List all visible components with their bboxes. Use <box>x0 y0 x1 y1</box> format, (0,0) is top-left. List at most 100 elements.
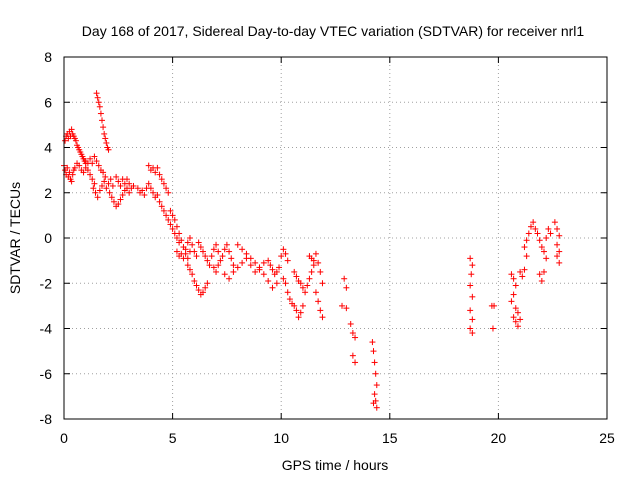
data-point <box>141 192 148 199</box>
data-point <box>260 271 267 278</box>
data-point <box>226 248 233 255</box>
data-point <box>208 253 215 260</box>
data-point <box>180 255 187 262</box>
data-point <box>469 293 476 300</box>
data-point <box>512 305 519 312</box>
data-point <box>315 298 322 305</box>
data-point <box>256 264 263 271</box>
data-point <box>284 257 291 264</box>
data-point <box>514 323 521 330</box>
data-point <box>119 192 126 199</box>
data-point <box>523 237 530 244</box>
data-point <box>554 253 561 260</box>
y-tick-label: -2 <box>40 275 53 291</box>
data-point <box>184 262 191 269</box>
data-point <box>178 237 185 244</box>
data-point <box>160 207 167 214</box>
data-point <box>93 158 100 165</box>
data-point <box>213 268 220 275</box>
data-point <box>308 268 315 275</box>
data-point <box>103 185 110 192</box>
data-point <box>373 404 380 411</box>
data-point <box>489 325 496 332</box>
data-point <box>512 318 519 325</box>
data-point <box>282 250 289 257</box>
data-point <box>252 259 259 266</box>
data-point <box>206 262 213 269</box>
data-point <box>130 182 137 189</box>
data-point <box>538 244 545 251</box>
data-point <box>167 221 174 228</box>
data-point <box>514 309 521 316</box>
data-point <box>519 273 526 280</box>
data-point <box>115 178 122 185</box>
data-point <box>108 194 115 201</box>
data-point <box>62 137 69 144</box>
data-point <box>527 223 534 230</box>
data-point <box>556 248 563 255</box>
data-point <box>147 185 154 192</box>
data-point <box>293 273 300 280</box>
x-tick-label: 20 <box>491 430 507 446</box>
data-point <box>556 259 563 266</box>
data-point <box>99 182 106 189</box>
data-point <box>158 203 165 210</box>
data-point <box>297 309 304 316</box>
data-point <box>154 192 161 199</box>
data-point <box>221 246 228 253</box>
chart-title: Day 168 of 2017, Sidereal Day-to-day VTE… <box>82 23 585 39</box>
data-point <box>202 253 209 260</box>
data-point <box>150 189 157 196</box>
data-point <box>189 271 196 278</box>
data-point <box>243 250 250 257</box>
data-point <box>269 284 276 291</box>
data-point <box>204 257 211 264</box>
data-point <box>319 314 326 321</box>
data-point <box>291 302 298 309</box>
data-point <box>165 189 172 196</box>
data-point <box>280 246 287 253</box>
data-point <box>260 259 267 266</box>
data-point <box>109 182 116 189</box>
data-point <box>117 182 124 189</box>
data-point <box>343 305 350 312</box>
data-point <box>534 230 541 237</box>
data-point <box>69 171 76 178</box>
data-point <box>186 266 193 273</box>
data-point <box>123 176 130 183</box>
data-point <box>247 255 254 262</box>
data-point <box>541 268 548 275</box>
data-point <box>64 164 71 171</box>
data-point <box>228 255 235 262</box>
data-point <box>508 271 515 278</box>
data-point <box>317 268 324 275</box>
data-point <box>547 230 554 237</box>
data-point <box>545 225 552 232</box>
data-point <box>94 94 101 101</box>
x-tick-label: 5 <box>169 430 177 446</box>
data-point <box>89 176 96 183</box>
data-point <box>295 314 302 321</box>
y-tick-label: 6 <box>44 94 52 110</box>
data-point <box>372 370 379 377</box>
data-point <box>312 289 319 296</box>
data-point <box>182 246 189 253</box>
data-point <box>152 169 159 176</box>
data-point <box>369 339 376 346</box>
data-point <box>467 282 474 289</box>
data-point <box>110 198 117 205</box>
data-point <box>299 302 306 309</box>
data-point <box>145 180 152 187</box>
data-point <box>508 298 515 305</box>
data-point <box>87 155 94 162</box>
data-point <box>66 169 73 176</box>
data-point <box>554 225 561 232</box>
data-point <box>293 307 300 314</box>
data-point <box>349 330 356 337</box>
data-point <box>230 262 237 269</box>
data-point <box>71 164 78 171</box>
data-point <box>219 253 226 260</box>
y-tick-label: -6 <box>40 366 53 382</box>
data-point <box>105 146 112 153</box>
